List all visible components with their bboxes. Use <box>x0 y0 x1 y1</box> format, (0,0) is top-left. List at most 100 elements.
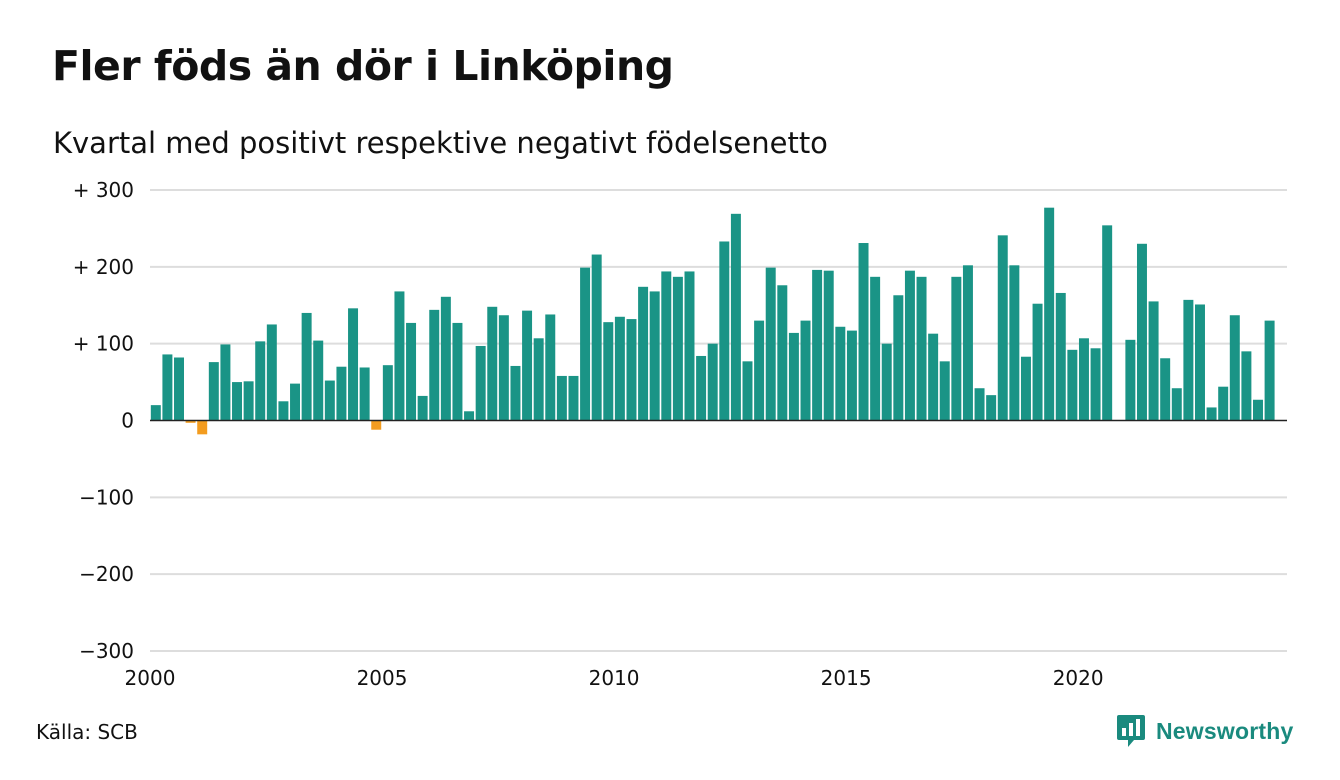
bar <box>232 382 243 421</box>
bar <box>719 241 730 421</box>
bars <box>150 207 1275 435</box>
bar <box>661 271 672 421</box>
bar <box>510 365 521 421</box>
bar <box>754 320 765 421</box>
bar <box>475 345 486 421</box>
bar <box>301 312 312 421</box>
bar <box>765 267 776 421</box>
bar <box>777 285 788 421</box>
bar <box>417 395 428 421</box>
bar <box>313 340 324 421</box>
bar <box>1206 407 1217 421</box>
y-axis-tick-labels: + 300 + 200 + 100 0 −100 −200 −300 <box>73 178 134 663</box>
bar <box>928 333 939 421</box>
bar <box>1032 303 1043 421</box>
gridlines <box>150 189 1287 652</box>
bar <box>556 375 567 421</box>
y-tick-label: −100 <box>79 485 134 509</box>
bar <box>266 324 277 421</box>
bar <box>197 420 208 435</box>
bar <box>986 395 997 421</box>
bar <box>371 420 382 430</box>
x-axis-tick-labels: 2000 2005 2010 2015 2020 <box>125 666 1104 690</box>
bar <box>382 365 393 421</box>
bar <box>278 401 289 421</box>
bar <box>1218 386 1229 421</box>
bar <box>951 276 962 421</box>
x-tick-label: 2005 <box>357 666 408 690</box>
bar <box>1020 356 1031 421</box>
bar <box>649 291 660 421</box>
bar <box>812 269 823 421</box>
bar <box>858 243 869 421</box>
bar <box>742 361 753 421</box>
bar <box>823 270 834 421</box>
bar <box>672 276 683 421</box>
bar <box>707 343 718 421</box>
bar <box>533 338 544 421</box>
bar <box>904 270 915 421</box>
bar <box>1044 207 1055 421</box>
bar <box>568 375 579 421</box>
bar <box>394 291 405 421</box>
bar <box>208 362 219 421</box>
bar <box>1253 399 1263 421</box>
source-note: Källa: SCB <box>36 720 138 744</box>
bar <box>835 326 846 421</box>
bar <box>614 316 625 421</box>
bar <box>324 380 335 421</box>
bar <box>870 276 881 421</box>
bar <box>487 306 498 421</box>
bar <box>916 276 927 421</box>
bar <box>150 405 161 421</box>
bar <box>1078 338 1089 421</box>
bar <box>1009 265 1020 421</box>
bar <box>591 254 602 421</box>
brand-name: Newsworthy <box>1156 717 1294 744</box>
bar <box>962 265 973 421</box>
bar <box>162 354 173 421</box>
bar <box>522 310 533 421</box>
chart-title: Fler föds än dör i Linköping <box>52 42 674 90</box>
y-tick-label: −300 <box>79 639 134 663</box>
brand-logo[interactable]: Newsworthy <box>1116 713 1293 749</box>
bar <box>1102 225 1113 421</box>
bar <box>1067 349 1078 421</box>
bar <box>243 381 254 421</box>
x-tick-label: 2015 <box>821 666 872 690</box>
bar <box>498 315 509 421</box>
bar <box>1055 292 1066 421</box>
bar <box>1160 358 1171 421</box>
bar <box>638 286 649 421</box>
bar <box>429 309 440 421</box>
bar <box>1229 315 1240 421</box>
bar <box>997 235 1008 421</box>
bar <box>1183 299 1194 421</box>
y-tick-label: −200 <box>79 562 134 586</box>
newsworthy-logo-icon <box>1117 715 1145 747</box>
bar <box>464 411 475 421</box>
bar <box>580 267 591 421</box>
bar <box>626 319 637 421</box>
bar <box>1171 388 1182 421</box>
y-tick-label: + 300 <box>73 178 134 202</box>
bar <box>174 357 184 421</box>
bar <box>290 383 301 421</box>
bar <box>696 355 707 421</box>
bar <box>1241 351 1252 421</box>
bar <box>452 322 463 421</box>
bar <box>185 420 196 423</box>
bar <box>800 320 811 421</box>
y-tick-label: 0 <box>121 409 134 433</box>
bar <box>1148 301 1159 421</box>
bar <box>684 271 695 421</box>
bar <box>603 322 614 421</box>
bar <box>846 330 857 421</box>
bar <box>893 295 904 421</box>
bar <box>406 322 417 421</box>
bar <box>881 343 892 421</box>
bar <box>1194 304 1205 421</box>
y-tick-label: + 200 <box>73 255 134 279</box>
bar <box>545 314 556 421</box>
bar <box>359 367 370 421</box>
